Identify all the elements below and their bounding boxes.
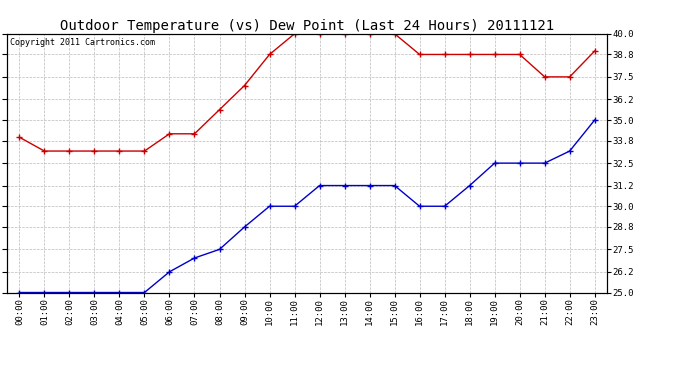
Title: Outdoor Temperature (vs) Dew Point (Last 24 Hours) 20111121: Outdoor Temperature (vs) Dew Point (Last… xyxy=(60,19,554,33)
Text: Copyright 2011 Cartronics.com: Copyright 2011 Cartronics.com xyxy=(10,38,155,46)
